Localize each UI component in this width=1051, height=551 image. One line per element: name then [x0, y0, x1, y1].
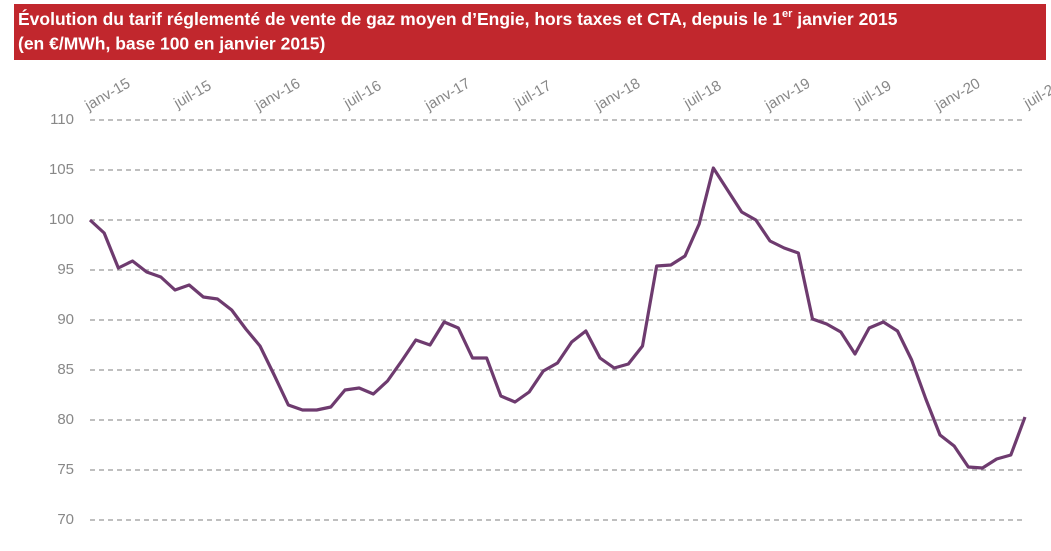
y-tick-label: 90	[57, 311, 74, 328]
y-tick-label: 80	[57, 411, 74, 428]
x-tick-label: juil-15	[170, 77, 214, 112]
x-tick-label: janv-19	[761, 75, 813, 115]
y-tick-label: 110	[50, 111, 74, 128]
x-tick-label: janv-18	[591, 75, 643, 115]
title-part: Évolution du tarif réglementé de vente d…	[18, 8, 782, 29]
title-bar	[14, 4, 1046, 60]
title-part: janvier 2015	[792, 9, 897, 29]
line	[88, 166, 1027, 470]
x-tick-label: juil-19	[850, 77, 894, 112]
x-tick-label: juil-17	[510, 77, 554, 112]
x-tick-label: janv-20	[931, 75, 983, 115]
x-tick-label: juil-16	[340, 77, 384, 112]
chart-subtitle: (en €/MWh, base 100 en janvier 2015)	[18, 34, 325, 54]
y-tick-label: 105	[49, 161, 74, 178]
y-tick-label: 85	[57, 361, 74, 378]
y-tick-label: 100	[49, 211, 74, 228]
x-tick-label: janv-15	[81, 75, 133, 115]
x-tick-label: janv-16	[251, 75, 303, 115]
x-tick-label: juil-20	[1020, 77, 1051, 112]
y-tick-label: 70	[57, 511, 74, 528]
x-tick-label: janv-17	[421, 75, 473, 115]
y-tick-label: 95	[57, 261, 74, 278]
title-sup: er	[782, 8, 793, 20]
y-tick-label: 75	[57, 461, 74, 478]
x-tick-label: juil-18	[680, 77, 724, 112]
chart-title: Évolution du tarif réglementé de vente d…	[18, 8, 898, 29]
